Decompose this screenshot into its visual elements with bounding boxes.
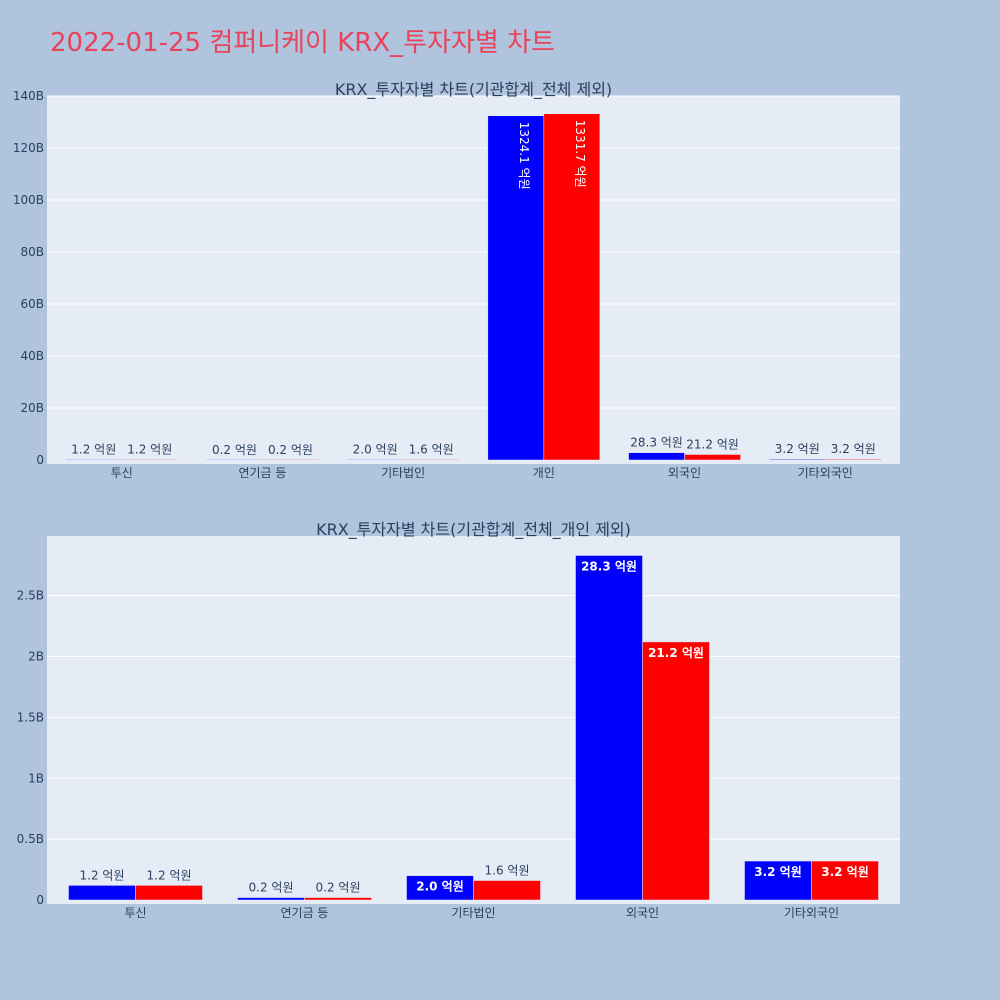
x-tick-label: 기타외국인 <box>784 906 839 920</box>
data-label: 2.0 억원 <box>353 442 398 456</box>
y-tick-label: 0 <box>36 893 44 907</box>
y-tick-label: 40B <box>20 349 44 363</box>
x-tick-label: 연기금 등 <box>281 906 329 920</box>
x-tick-label: 개인 <box>533 466 555 480</box>
data-label: 1331.7 억원 <box>573 120 587 188</box>
bar-buy <box>487 115 545 461</box>
plot-area-1 <box>47 96 900 464</box>
y-tick-label: 120B <box>13 141 44 155</box>
y-tick-label: 20B <box>20 401 44 415</box>
data-label: 3.2 억원 <box>821 865 869 879</box>
data-label: 21.2 억원 <box>686 437 739 451</box>
bar-sell <box>135 885 203 901</box>
x-tick-label: 투신 <box>124 906 146 920</box>
y-tick-label: 2.5B <box>17 589 44 603</box>
bar-buy <box>68 885 136 901</box>
data-label: 0.2 억원 <box>212 443 257 457</box>
y-tick-label: 1.5B <box>17 710 44 724</box>
y-tick-label: 2B <box>28 650 44 664</box>
data-label: 28.3 억원 <box>581 559 637 573</box>
bar-sell <box>121 459 178 461</box>
x-tick-label: 기타외국인 <box>798 466 853 480</box>
data-label: 3.2 억원 <box>754 865 802 879</box>
y-tick-label: 60B <box>20 297 44 311</box>
data-label: 1.6 억원 <box>409 443 454 457</box>
bar-buy <box>237 897 305 901</box>
data-label: 1.2 억원 <box>147 868 192 882</box>
bar-buy <box>769 458 826 461</box>
x-tick-label: 외국인 <box>668 466 701 480</box>
bar-sell <box>304 897 372 901</box>
y-tick-label: 0 <box>36 453 44 467</box>
bar-sell <box>811 860 879 901</box>
bar-sell <box>262 459 319 461</box>
x-tick-label: 기타법인 <box>381 466 425 480</box>
y-tick-label: 1B <box>28 771 44 785</box>
x-tick-label: 외국인 <box>626 906 659 920</box>
data-label: 28.3 억원 <box>630 436 683 450</box>
page-title: 2022-01-25 컴퍼니케이 KRX_투자자별 차트 <box>50 28 555 58</box>
y-tick-label: 80B <box>20 245 44 259</box>
bar-buy <box>206 459 263 461</box>
plot-area-2 <box>47 536 900 904</box>
bar-sell <box>543 113 601 461</box>
x-tick-label: 투신 <box>111 466 133 480</box>
bar-sell <box>825 458 882 461</box>
data-label: 0.2 억원 <box>316 881 361 895</box>
y-tick-label: 0.5B <box>17 832 44 846</box>
bar-buy <box>65 459 122 461</box>
data-label: 1.6 억원 <box>485 864 530 878</box>
data-label: 0.2 억원 <box>249 881 294 895</box>
data-label: 0.2 억원 <box>268 443 313 457</box>
bar-buy <box>575 555 643 901</box>
data-label: 1324.1 억원 <box>517 122 531 190</box>
bar-buy <box>406 875 474 901</box>
data-label: 3.2 억원 <box>775 442 820 456</box>
chart-title-2: KRX_투자자별 차트(기관합계_전체_개인 제외) <box>316 520 631 540</box>
data-label: 1.2 억원 <box>127 443 172 457</box>
x-tick-label: 연기금 등 <box>238 466 286 480</box>
bar-sell <box>473 880 541 901</box>
y-tick-label: 100B <box>13 193 44 207</box>
data-label: 1.2 억원 <box>80 868 125 882</box>
data-label: 1.2 억원 <box>71 443 116 457</box>
bar-buy <box>346 459 404 461</box>
bar-sell <box>642 641 710 901</box>
data-label: 21.2 억원 <box>648 646 704 660</box>
data-label: 2.0 억원 <box>416 880 464 894</box>
bar-sell <box>684 454 741 461</box>
data-label: 3.2 억원 <box>831 442 876 456</box>
bar-sell <box>402 459 460 461</box>
x-tick-label: 기타법인 <box>451 906 495 920</box>
chart-title-1: KRX_투자자별 차트(기관합계_전체 제외) <box>335 80 612 100</box>
y-tick-label: 140B <box>13 89 44 103</box>
bar-buy <box>628 452 685 461</box>
